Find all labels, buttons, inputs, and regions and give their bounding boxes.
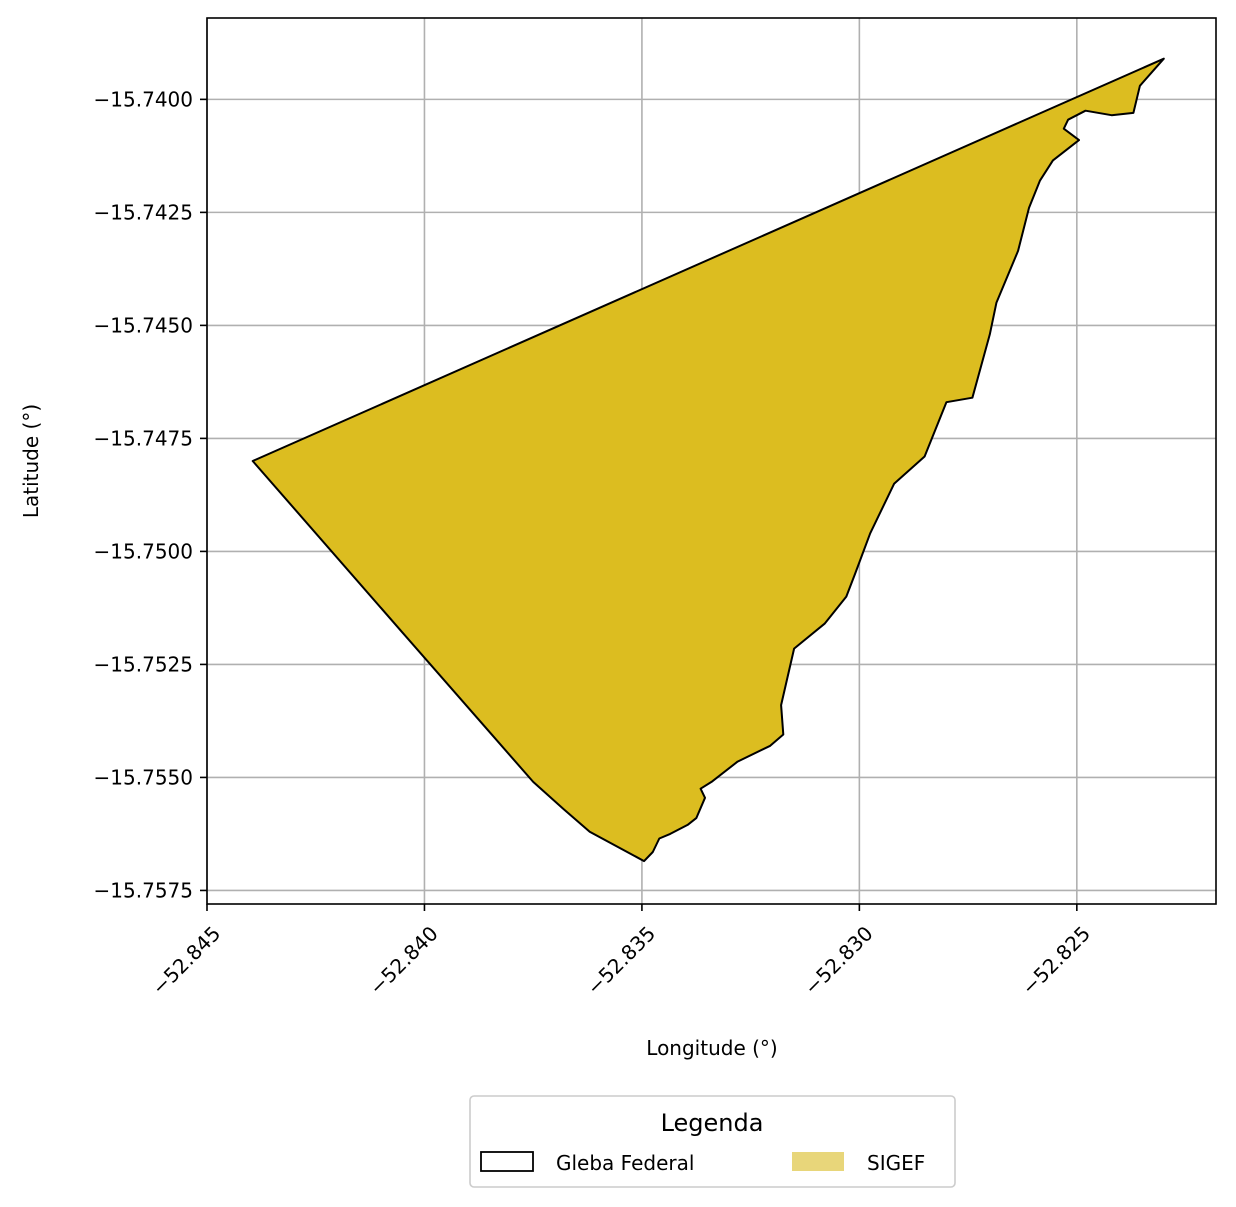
x-tick-label-1: −52.840 [364, 921, 442, 999]
x-tick-label-3: −52.830 [799, 921, 877, 999]
legend-title: Legenda [661, 1109, 764, 1137]
legend: Legenda Gleba Federal SIGEF [469, 1095, 956, 1188]
y-axis-label: Latitude (°) [19, 404, 43, 518]
y-tick-label-2: −15.7450 [94, 313, 193, 337]
x-tick-label-4: −52.825 [1017, 921, 1095, 999]
x-tick-label-2: −52.835 [582, 921, 660, 999]
x-tick-label-0: −52.845 [147, 921, 225, 999]
y-tick-label-7: −15.7575 [94, 878, 193, 902]
plot-frame [206, 17, 1217, 905]
y-tick-label-5: −15.7525 [94, 652, 193, 676]
x-axis-ticks: −52.845 −52.840 −52.835 −52.830 −52.825 [147, 904, 1095, 1000]
legend-swatch-gleba-federal [480, 1151, 534, 1172]
y-tick-label-4: −15.7500 [94, 539, 193, 563]
y-tick-label-1: −15.7425 [94, 200, 193, 224]
y-tick-label-0: −15.7400 [94, 87, 193, 111]
y-tick-label-6: −15.7550 [94, 765, 193, 789]
sigef-polygon [251, 57, 1165, 863]
x-axis-label: Longitude (°) [646, 1036, 777, 1060]
legend-swatch-sigef [792, 1152, 844, 1171]
legend-label-sigef: SIGEF [867, 1151, 925, 1175]
y-tick-label-3: −15.7475 [94, 426, 193, 450]
y-axis-ticks: −15.7400 −15.7425 −15.7450 −15.7475 −15.7500… [94, 87, 207, 902]
grid-lines [206, 18, 1216, 904]
legend-label-gleba-federal: Gleba Federal [556, 1151, 694, 1175]
